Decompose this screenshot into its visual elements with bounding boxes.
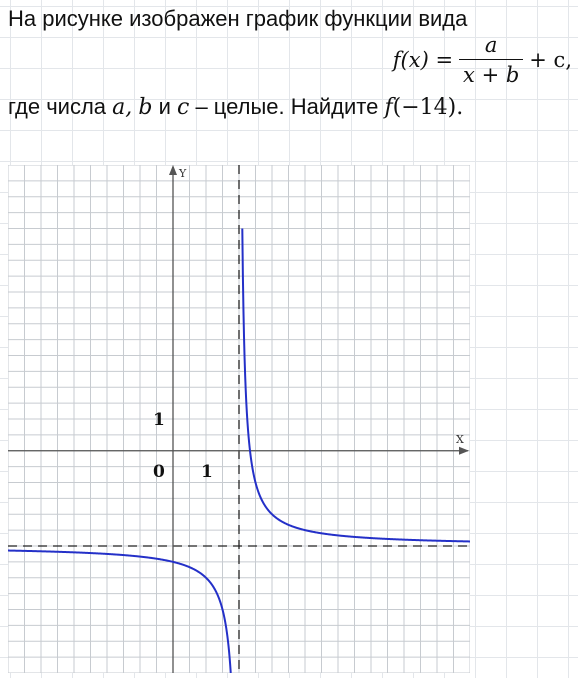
problem-statement: На рисунке изображен график функции вида… [0,0,578,160]
graph-svg: Y X 0 1 1 [7,164,471,674]
formula-rhs: + c, [529,48,572,72]
y-axis-arrow-icon [169,165,177,175]
var-a: a, [112,95,133,120]
function-graph: Y X 0 1 1 [7,164,471,674]
formula-numerator: a [484,33,498,57]
asymptotes [8,165,470,673]
x-unit-label: 1 [201,462,213,482]
formula-denominator: x + b [459,59,524,87]
x-axis-arrow-icon [459,446,469,455]
formula-fraction: a x + b [459,33,524,87]
graph-labels: Y X 0 1 1 [153,167,464,482]
curves [7,228,471,674]
curve-right-branch [241,228,471,543]
condition-mid: – целые. Найдите [189,94,385,119]
target-arg: (−14). [392,95,464,120]
formula-lhs: f(x) = [392,48,454,72]
problem-condition: где числа a, b и c – целые. Найдите f(−1… [8,94,463,120]
function-formula: f(x) = a x + b + c, [393,30,572,90]
condition-conj: и [152,94,177,119]
target-fn: f [384,95,393,120]
var-b: b [138,95,153,120]
y-axis-label: Y [178,167,187,180]
curve-left-branch [7,549,232,674]
var-c: c [177,95,190,120]
y-unit-label: 1 [153,410,165,430]
origin-label: 0 [153,462,165,482]
axes [8,165,469,673]
x-axis-label: X [456,433,464,446]
problem-intro: На рисунке изображен график функции вида [8,6,468,31]
condition-prefix: где числа [8,94,113,119]
